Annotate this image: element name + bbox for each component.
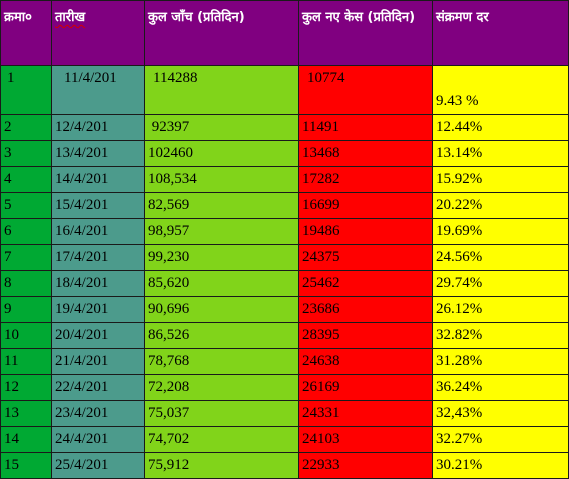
serial-cell: 8 <box>0 270 52 297</box>
cases-cell: 28395 <box>298 322 433 349</box>
date-cell: 22/4/201 <box>51 374 145 401</box>
table-row: 1 11/4/201 114288 10774 9.43 % <box>0 65 569 115</box>
rate-cell: 15.92% <box>432 166 569 193</box>
header-rate: संक्रमण दर <box>432 0 569 66</box>
tests-cell: 75,037 <box>144 400 299 427</box>
cases-cell: 10774 <box>298 65 433 115</box>
tests-cell: 78,768 <box>144 348 299 375</box>
rate-cell: 24.56% <box>432 244 569 271</box>
date-cell: 15/4/201 <box>51 192 145 219</box>
serial-cell: 1 <box>0 65 52 115</box>
serial-cell: 9 <box>0 296 52 323</box>
serial-cell: 10 <box>0 322 52 349</box>
date-cell: 13/4/201 <box>51 140 145 167</box>
rate-cell[interactable]: 20.22% <box>432 192 569 219</box>
cases-cell: 17282 <box>298 166 433 193</box>
serial-cell: 4 <box>0 166 52 193</box>
date-cell: 12/4/201 <box>51 114 145 141</box>
table-row: 3 13/4/201 102460 13468 13.14% <box>0 140 569 167</box>
serial-cell: 13 <box>0 400 52 427</box>
table-row: 9 19/4/201 90,696 23686 26.12% <box>0 296 569 323</box>
tests-cell: 85,620 <box>144 270 299 297</box>
tests-cell: 98,957 <box>144 218 299 245</box>
date-cell: 24/4/201 <box>51 426 145 453</box>
serial-cell: 2 <box>0 114 52 141</box>
rate-cell: 30.21% <box>432 452 569 479</box>
tests-cell: 102460 <box>144 140 299 167</box>
tests-cell: 90,696 <box>144 296 299 323</box>
tests-cell: 108,534 <box>144 166 299 193</box>
tests-cell: 82,569 <box>144 192 299 219</box>
tests-cell: 99,230 <box>144 244 299 271</box>
table-row: 7 17/4/201 99,230 24375 24.56% <box>0 244 569 271</box>
table-row: 5 15/4/201 82,569 16699 20.22% <box>0 192 569 219</box>
rate-cell: 36.24% <box>432 374 569 401</box>
table-row: 4 14/4/201 108,534 17282 15.92% <box>0 166 569 193</box>
serial-cell: 14 <box>0 426 52 453</box>
rate-cell: 29.74% <box>432 270 569 297</box>
table-row: 12 22/4/201 72,208 26169 36.24% <box>0 374 569 401</box>
table-row: 6 16/4/201 98,957 19486 19.69% <box>0 218 569 245</box>
table-row: 10 20/4/201 86,526 28395 32.82% <box>0 322 569 349</box>
header-tests: कुल जाँच (प्रतिदिन) <box>144 0 299 66</box>
tests-cell: 74,702 <box>144 426 299 453</box>
table-row: 8 18/4/201 85,620 25462 29.74% <box>0 270 569 297</box>
serial-cell: 15 <box>0 452 52 479</box>
rate-cell: 12.44% <box>432 114 569 141</box>
rate-cell: 31.28% <box>432 348 569 375</box>
rate-cell: 13.14% <box>432 140 569 167</box>
date-cell: 23/4/201 <box>51 400 145 427</box>
date-cell: 17/4/201 <box>51 244 145 271</box>
cases-cell: 24638 <box>298 348 433 375</box>
rate-cell: 32.82% <box>432 322 569 349</box>
header-row: क्रमा० तारीख कुल जाँच (प्रतिदिन) कुल नए … <box>0 0 569 66</box>
rate-cell: 26.12% <box>432 296 569 323</box>
table-row: 2 12/4/201 92397 11491 12.44% <box>0 114 569 141</box>
date-cell: 11/4/201 <box>51 65 145 115</box>
date-cell: 20/4/201 <box>51 322 145 349</box>
cases-cell: 11491 <box>298 114 433 141</box>
rate-cell: 32.27% <box>432 426 569 453</box>
cases-cell: 19486 <box>298 218 433 245</box>
date-cell: 25/4/201 <box>51 452 145 479</box>
header-serial: क्रमा० <box>0 0 52 66</box>
serial-cell: 7 <box>0 244 52 271</box>
tests-cell: 86,526 <box>144 322 299 349</box>
cases-cell: 24375 <box>298 244 433 271</box>
table-row: 13 23/4/201 75,037 24331 32,43% <box>0 400 569 427</box>
table-row: 15 25/4/201 75,912 22933 30.21% <box>0 452 569 479</box>
tests-cell: 92397 <box>144 114 299 141</box>
cases-cell: 25462 <box>298 270 433 297</box>
header-cases: कुल नए केस (प्रतिदिन) <box>298 0 433 66</box>
serial-cell: 11 <box>0 348 52 375</box>
serial-cell: 3 <box>0 140 52 167</box>
cases-cell: 16699 <box>298 192 433 219</box>
tests-cell: 114288 <box>144 65 299 115</box>
date-cell: 18/4/201 <box>51 270 145 297</box>
header-date: तारीख <box>51 0 145 66</box>
date-cell: 21/4/201 <box>51 348 145 375</box>
cases-cell: 24331 <box>298 400 433 427</box>
cases-cell: 26169 <box>298 374 433 401</box>
cases-cell: 13468 <box>298 140 433 167</box>
date-cell: 16/4/201 <box>51 218 145 245</box>
table-row: 11 21/4/201 78,768 24638 31.28% <box>0 348 569 375</box>
cases-cell: 23686 <box>298 296 433 323</box>
cases-cell: 24103 <box>298 426 433 453</box>
table-row: 14 24/4/201 74,702 24103 32.27% <box>0 426 569 453</box>
date-cell: 19/4/201 <box>51 296 145 323</box>
rate-cell: 9.43 % <box>432 65 569 115</box>
serial-cell: 5 <box>0 192 52 219</box>
tests-cell: 75,912 <box>144 452 299 479</box>
cases-cell: 22933 <box>298 452 433 479</box>
rate-cell: 32,43% <box>432 400 569 427</box>
serial-cell: 12 <box>0 374 52 401</box>
rate-cell: 19.69% <box>432 218 569 245</box>
tests-cell: 72,208 <box>144 374 299 401</box>
serial-cell: 6 <box>0 218 52 245</box>
date-cell: 14/4/201 <box>51 166 145 193</box>
